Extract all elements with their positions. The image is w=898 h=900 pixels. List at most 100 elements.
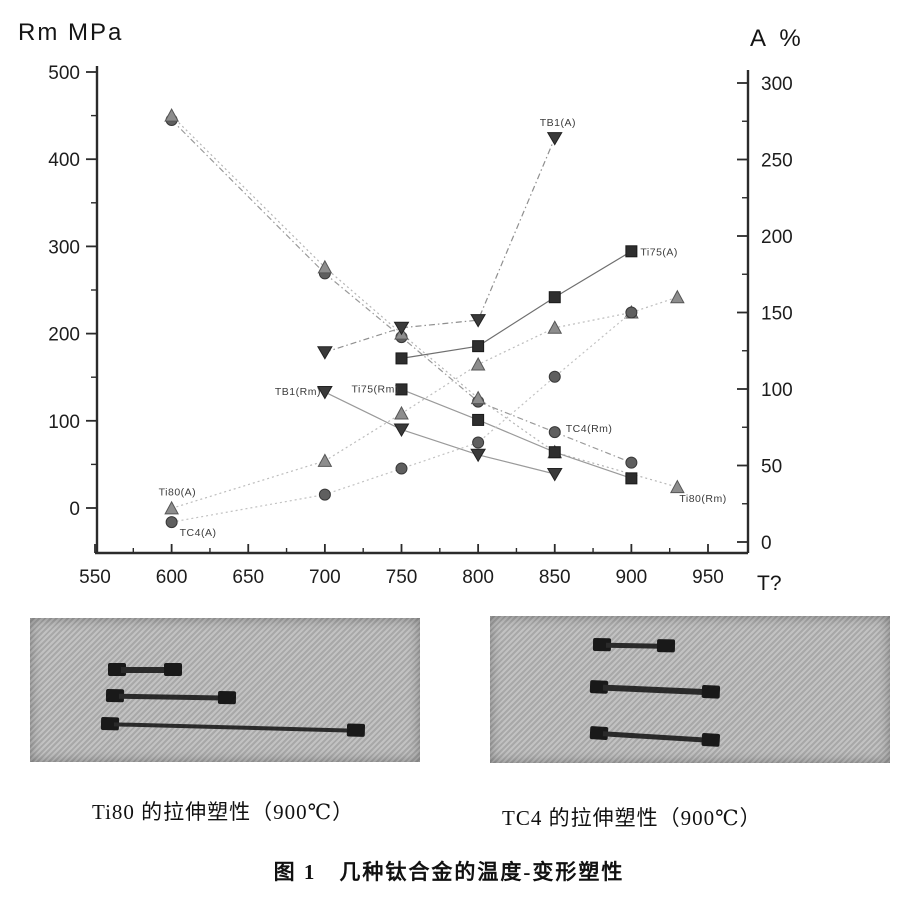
- series-line: [401, 250, 632, 359]
- specimen-gauge: [121, 666, 169, 673]
- data-point-marker: [317, 386, 333, 400]
- specimen-grip: [656, 639, 676, 653]
- series-label: TC4(A): [180, 527, 217, 539]
- data-point-marker: [546, 132, 563, 146]
- series-Ti75(A): Ti75(A): [395, 245, 678, 365]
- series-label: Ti80(A): [159, 486, 197, 498]
- series-line: [171, 119, 632, 464]
- axis-tick-label: 650: [232, 567, 264, 588]
- axis-tick-label: 900: [616, 567, 648, 588]
- tensile-specimen: [589, 726, 721, 747]
- series-label: Ti75(Rm): [352, 383, 399, 395]
- axis-tick-label: 200: [48, 325, 80, 346]
- chart-axes: 0 100 200 300 400 500 0 50 100 150 200 250 300 550 600…: [48, 63, 792, 588]
- right-axis-title: A %: [750, 25, 805, 52]
- photo-caption-ti80: Ti80 的拉伸塑性（900℃）: [92, 800, 355, 824]
- series-Ti75(Rm): Ti75(Rm): [352, 383, 638, 485]
- axis-tick-label: 550: [79, 567, 111, 588]
- axis-tick-label: 150: [761, 304, 793, 325]
- photo-tc4-specimens: [490, 616, 890, 763]
- axis-tick-label: 100: [761, 380, 793, 401]
- specimen-grip: [164, 663, 182, 676]
- data-point-marker: [625, 472, 638, 485]
- axis-tick-label: 300: [761, 74, 793, 95]
- specimen-gauge: [113, 721, 352, 733]
- series-TC4(A): TC4(A): [165, 306, 638, 539]
- series-line: [401, 388, 632, 479]
- data-point-marker: [318, 488, 331, 501]
- data-point-marker: [470, 314, 486, 328]
- series-line: [171, 296, 678, 509]
- axis-tick-label: 400: [48, 150, 80, 171]
- left-axis-title: Rm MPa: [18, 19, 123, 46]
- axis-tick-label: 700: [309, 567, 341, 588]
- data-point-marker: [625, 306, 638, 319]
- data-point-marker: [625, 245, 638, 258]
- figure-caption: 图 1 几种钛合金的温度-变形塑性: [273, 860, 625, 884]
- series-label: TB1(A): [540, 117, 576, 129]
- series-label: TB1(Rm): [275, 386, 321, 398]
- data-point-marker: [393, 423, 410, 438]
- data-point-marker: [670, 289, 685, 304]
- specimen-gauge: [602, 730, 707, 743]
- data-point-marker: [546, 467, 563, 482]
- series-TB1(A): TB1(A): [317, 117, 576, 360]
- specimen-grip: [346, 723, 366, 737]
- tensile-specimen: [592, 638, 676, 653]
- series-line: [324, 137, 556, 353]
- data-point-marker: [395, 352, 408, 365]
- data-point-marker: [164, 108, 179, 122]
- data-point-marker: [472, 340, 485, 353]
- axis-tick-label: 300: [48, 237, 80, 258]
- axis-tick-label: 0: [761, 533, 772, 554]
- series-Ti80(A): Ti80(A): [159, 289, 685, 515]
- data-point-marker: [625, 456, 638, 469]
- axis-tick-label: 500: [48, 63, 80, 84]
- axis-tick-label: 600: [156, 567, 188, 588]
- series-label: Ti75(A): [640, 246, 678, 258]
- data-point-marker: [548, 370, 561, 383]
- specimen-grip: [701, 732, 721, 747]
- specimen-gauge: [118, 693, 224, 701]
- data-point-marker: [548, 446, 561, 459]
- data-point-marker: [394, 405, 409, 420]
- axis-tick-label: 850: [539, 567, 571, 588]
- series-TC4(Rm): TC4(Rm): [165, 113, 638, 469]
- tensile-specimen: [108, 663, 182, 676]
- axis-tick-label: 50: [761, 457, 782, 478]
- data-point-marker: [547, 320, 563, 334]
- data-point-marker: [470, 390, 486, 405]
- data-point-marker: [393, 321, 410, 336]
- series-Ti80(Rm): Ti80(Rm): [164, 108, 726, 505]
- tensile-specimen: [105, 689, 237, 705]
- series-TB1(Rm): TB1(Rm): [275, 386, 563, 482]
- tensile-specimen: [589, 680, 721, 699]
- series-label: Ti80(Rm): [679, 493, 726, 505]
- dual-axis-line-chart: 0 100 200 300 400 500 0 50 100 150 200 250 300 550 600…: [18, 19, 805, 595]
- series-label: TC4(Rm): [566, 423, 613, 435]
- axis-tick-label: 200: [761, 227, 793, 248]
- specimen-grip: [108, 663, 126, 676]
- data-point-marker: [548, 426, 561, 439]
- axis-tick-label: 100: [48, 412, 80, 433]
- specimen-gauge: [605, 642, 663, 649]
- data-point-marker: [165, 516, 178, 529]
- photo-ti80-specimens: [30, 618, 420, 762]
- axis-tick-label: 950: [692, 567, 724, 588]
- data-point-marker: [395, 383, 408, 396]
- data-point-marker: [164, 500, 179, 515]
- photo-caption-tc4: TC4 的拉伸塑性（900℃）: [502, 806, 762, 830]
- data-point-marker: [470, 448, 486, 463]
- data-point-marker: [472, 413, 485, 426]
- tensile-specimen: [100, 717, 366, 737]
- specimen-gauge: [602, 684, 708, 695]
- data-point-marker: [317, 453, 333, 467]
- axis-tick-label: 0: [69, 499, 80, 520]
- data-point-marker: [395, 462, 408, 475]
- data-point-marker: [670, 479, 685, 494]
- x-axis-title: T?: [757, 572, 782, 595]
- data-point-marker: [470, 356, 486, 371]
- data-point-marker: [317, 346, 333, 360]
- specimen-grip: [701, 684, 721, 699]
